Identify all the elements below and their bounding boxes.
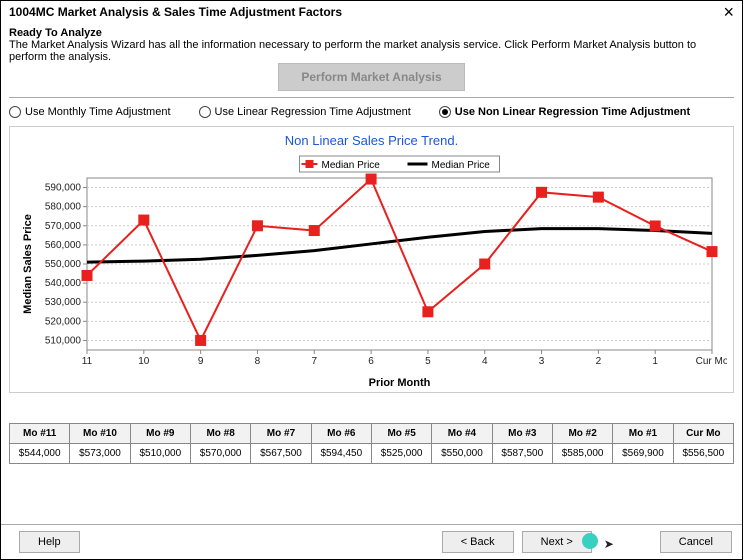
table-header: Mo #7 — [251, 424, 311, 444]
svg-text:580,000: 580,000 — [44, 202, 81, 213]
svg-text:530,000: 530,000 — [44, 297, 81, 308]
svg-text:9: 9 — [197, 356, 203, 367]
ready-heading: Ready To Analyze — [9, 27, 734, 39]
dialog-window: 1004MC Market Analysis & Sales Time Adju… — [0, 0, 743, 560]
svg-text:2: 2 — [595, 356, 601, 367]
chart-title: Non Linear Sales Price Trend. — [14, 133, 729, 148]
table-cell: $569,900 — [613, 444, 673, 464]
table-header: Mo #6 — [311, 424, 371, 444]
cancel-button[interactable]: Cancel — [660, 531, 732, 553]
svg-text:550,000: 550,000 — [44, 259, 81, 270]
table-header: Mo #5 — [371, 424, 431, 444]
sales-trend-chart: 510,000 520,000 530,000 540,000 550,000 560,0… — [17, 150, 727, 390]
back-button[interactable]: < Back — [442, 531, 514, 553]
table-cell: $525,000 — [371, 444, 431, 464]
svg-text:11: 11 — [81, 356, 92, 367]
svg-text:520,000: 520,000 — [44, 316, 81, 327]
svg-text:560,000: 560,000 — [44, 240, 81, 251]
table-cell: $550,000 — [432, 444, 492, 464]
svg-text:Cur Mo: Cur Mo — [695, 356, 726, 367]
window-title: 1004MC Market Analysis & Sales Time Adju… — [9, 5, 342, 19]
radio-label: Use Non Linear Regression Time Adjustmen… — [455, 106, 690, 118]
table-cell: $585,000 — [552, 444, 612, 464]
table-header: Mo #11 — [10, 424, 70, 444]
table-cell: $573,000 — [70, 444, 130, 464]
chart-container: Non Linear Sales Price Trend. 510,000 520… — [9, 126, 734, 393]
radio-linear[interactable]: Use Linear Regression Time Adjustment — [199, 106, 411, 118]
table-header: Mo #4 — [432, 424, 492, 444]
radio-icon — [199, 106, 211, 118]
svg-text:590,000: 590,000 — [44, 183, 81, 194]
table-cell: $587,500 — [492, 444, 552, 464]
table-cell: $556,500 — [673, 444, 733, 464]
svg-text:10: 10 — [138, 356, 150, 367]
cursor-arrow-icon: ➤ — [604, 537, 614, 551]
svg-text:1: 1 — [652, 356, 658, 367]
title-bar: 1004MC Market Analysis & Sales Time Adju… — [1, 1, 742, 23]
radio-icon — [439, 106, 451, 118]
table-cell: $510,000 — [130, 444, 190, 464]
table-header: Mo #10 — [70, 424, 130, 444]
table-header: Mo #8 — [190, 424, 250, 444]
radio-label: Use Linear Regression Time Adjustment — [215, 106, 411, 118]
svg-text:6: 6 — [368, 356, 374, 367]
svg-text:570,000: 570,000 — [44, 221, 81, 232]
table-header: Mo #2 — [552, 424, 612, 444]
svg-text:540,000: 540,000 — [44, 278, 81, 289]
radio-label: Use Monthly Time Adjustment — [25, 106, 171, 118]
svg-text:Median Sales Price: Median Sales Price — [22, 214, 34, 314]
svg-text:Median Price: Median Price — [431, 160, 490, 171]
svg-text:Prior Month: Prior Month — [368, 377, 430, 389]
intro-description: The Market Analysis Wizard has all the i… — [9, 39, 734, 63]
table-header: Mo #3 — [492, 424, 552, 444]
table-cell: $594,450 — [311, 444, 371, 464]
svg-text:4: 4 — [481, 356, 487, 367]
dialog-footer: Help < Back Next > ➤ Cancel — [1, 524, 742, 559]
svg-text:5: 5 — [425, 356, 431, 367]
table-header: Cur Mo — [673, 424, 733, 444]
perform-analysis-button[interactable]: Perform Market Analysis — [278, 63, 464, 91]
svg-text:3: 3 — [538, 356, 544, 367]
table-cell: $567,500 — [251, 444, 311, 464]
help-button[interactable]: Help — [19, 531, 80, 553]
values-table: Mo #11Mo #10Mo #9Mo #8Mo #7Mo #6Mo #5Mo … — [9, 423, 734, 464]
svg-text:Median Price: Median Price — [321, 160, 380, 171]
radio-icon — [9, 106, 21, 118]
svg-text:8: 8 — [254, 356, 260, 367]
table-cell: $570,000 — [190, 444, 250, 464]
table-header: Mo #1 — [613, 424, 673, 444]
table-header: Mo #9 — [130, 424, 190, 444]
radio-nonlinear[interactable]: Use Non Linear Regression Time Adjustmen… — [439, 106, 690, 118]
table-cell: $544,000 — [10, 444, 70, 464]
radio-monthly[interactable]: Use Monthly Time Adjustment — [9, 106, 171, 118]
svg-text:510,000: 510,000 — [44, 335, 81, 346]
svg-text:7: 7 — [311, 356, 317, 367]
cursor-highlight-icon — [582, 533, 598, 549]
adjustment-radio-group: Use Monthly Time Adjustment Use Linear R… — [9, 106, 734, 118]
close-icon[interactable]: × — [723, 5, 734, 19]
